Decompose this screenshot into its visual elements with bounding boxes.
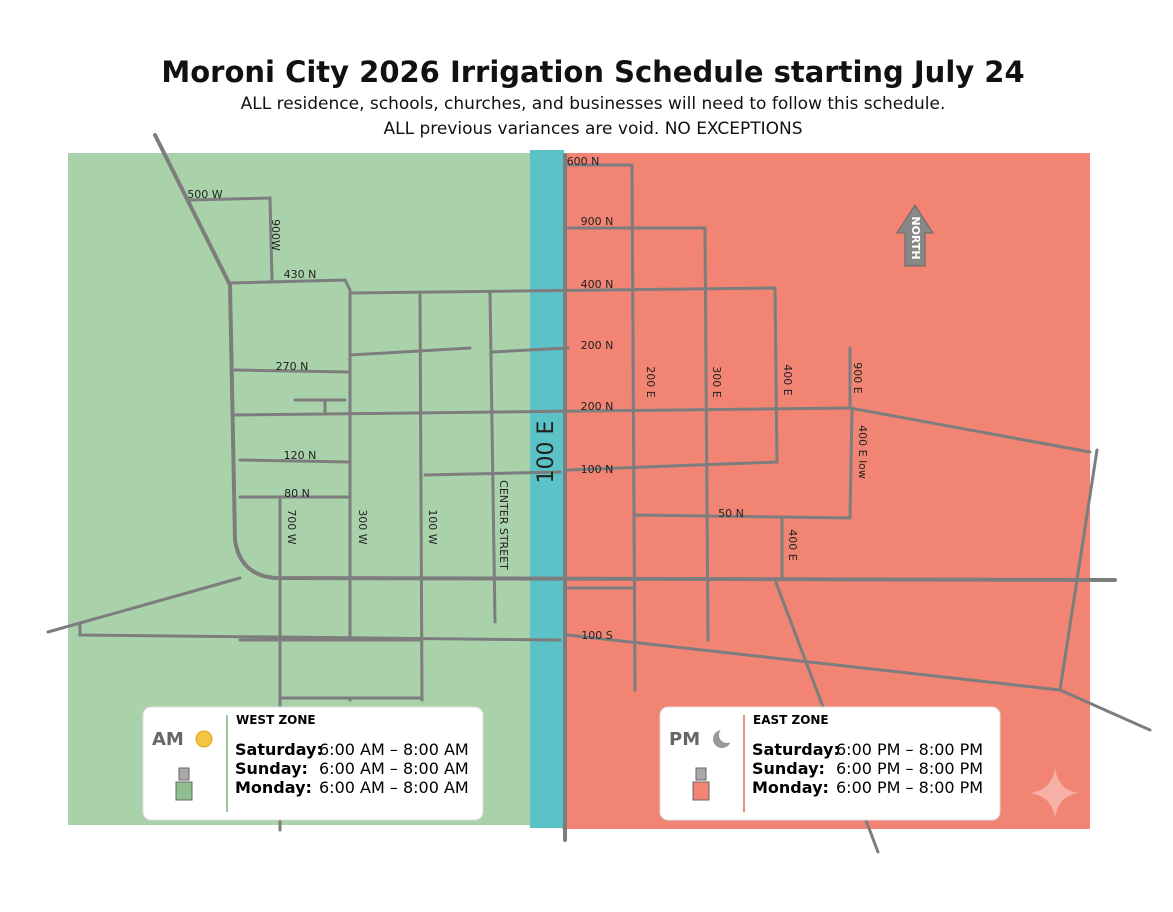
day: Saturday: bbox=[235, 740, 323, 759]
street-label: 200 E bbox=[644, 366, 657, 397]
time: 6:00 PM – 8:00 PM bbox=[836, 740, 983, 759]
west-card: AM WEST ZONE bbox=[142, 706, 484, 821]
street-label: 400 N bbox=[581, 278, 614, 291]
subtitle: ALL residence, schools, churches, and bu… bbox=[241, 94, 946, 114]
day: Monday: bbox=[235, 778, 312, 797]
street-label: 100 S bbox=[581, 629, 612, 642]
street-label: 80 N bbox=[284, 487, 310, 500]
street-label: 400 E bbox=[786, 529, 799, 560]
street-label: 400 E bbox=[781, 364, 794, 395]
street-label: 200 N bbox=[581, 339, 614, 352]
map: NORTH 100 E 500 W 900W 430 N 270 N 120 N 80 N… bbox=[46, 133, 1152, 854]
street-label: 100 W bbox=[426, 509, 439, 544]
street-label: 700 W bbox=[285, 509, 298, 544]
zone-name: WEST ZONE bbox=[236, 713, 316, 727]
street-label: CENTER STREET bbox=[497, 480, 510, 570]
day: Sunday: bbox=[752, 759, 825, 778]
divider-label: 100 E bbox=[534, 421, 559, 484]
time: 6:00 AM – 8:00 AM bbox=[319, 778, 469, 797]
zone-name: EAST ZONE bbox=[753, 713, 829, 727]
north-arrow: NORTH bbox=[896, 204, 934, 267]
street-label: 100 N bbox=[581, 463, 614, 476]
zone-badge: AM bbox=[152, 729, 184, 750]
day: Sunday: bbox=[235, 759, 308, 778]
street-label: 900 E bbox=[851, 362, 864, 393]
street-label: 900W bbox=[269, 219, 282, 251]
street-label: 200 N bbox=[581, 400, 614, 413]
east-card: PM EAST ZONE bbox=[659, 706, 1001, 821]
north-label: NORTH bbox=[909, 216, 922, 259]
street-label: 430 N bbox=[284, 268, 317, 281]
street-label: 500 W bbox=[187, 188, 222, 201]
street-label: 300 E bbox=[710, 366, 723, 397]
street-label: 600 N bbox=[567, 155, 600, 168]
street-label: 120 N bbox=[284, 449, 317, 462]
street-label: 300 W bbox=[356, 509, 369, 544]
zone-badge: PM bbox=[669, 729, 700, 750]
subtitle: ALL previous variances are void. NO EXCE… bbox=[384, 119, 803, 139]
street-label: 900 N bbox=[581, 215, 614, 228]
time: 6:00 AM – 8:00 AM bbox=[319, 759, 469, 778]
roads bbox=[46, 133, 1152, 854]
time: 6:00 AM – 8:00 AM bbox=[319, 740, 469, 759]
street-label: 270 N bbox=[276, 360, 309, 373]
day: Monday: bbox=[752, 778, 829, 797]
title: Moroni City 2026 Irrigation Schedule sta… bbox=[161, 55, 1024, 89]
street-label: 400 E low bbox=[856, 425, 869, 479]
time: 6:00 PM – 8:00 PM bbox=[836, 778, 983, 797]
street-label: 50 N bbox=[718, 507, 744, 520]
day: Saturday: bbox=[752, 740, 840, 759]
time: 6:00 PM – 8:00 PM bbox=[836, 759, 983, 778]
